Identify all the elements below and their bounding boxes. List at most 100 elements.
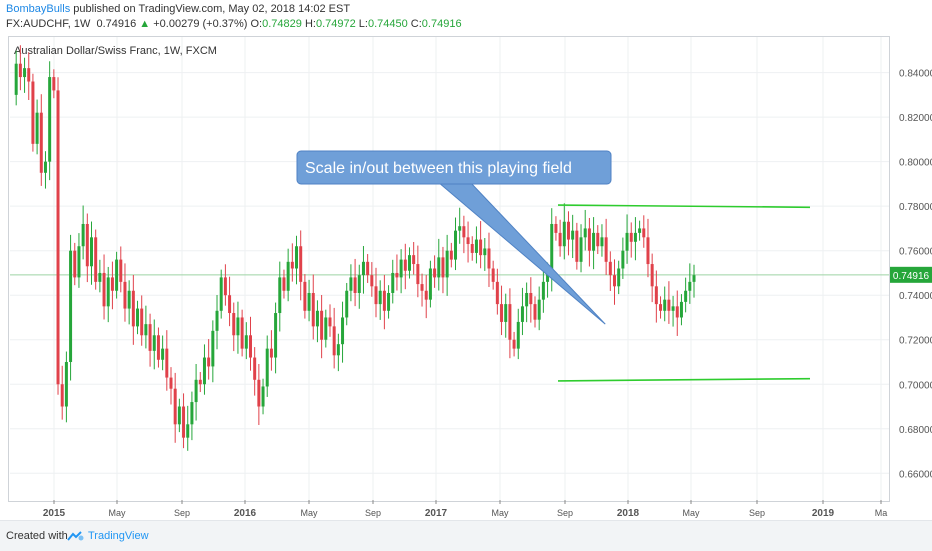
candle-body bbox=[633, 232, 637, 242]
candle-body bbox=[115, 259, 119, 291]
candle-body bbox=[35, 112, 39, 144]
candle-body bbox=[140, 308, 144, 336]
candle-body bbox=[659, 304, 663, 311]
candle-body bbox=[675, 306, 679, 318]
candle-body bbox=[102, 272, 106, 307]
candle-body bbox=[295, 246, 299, 269]
price-change: +0.00279 (+0.37%) bbox=[153, 18, 248, 30]
candle-body bbox=[23, 68, 27, 78]
candle-body bbox=[119, 259, 123, 282]
x-tick-label: 2019 bbox=[812, 508, 835, 519]
candle-body bbox=[169, 377, 173, 389]
candle-body bbox=[395, 272, 399, 278]
candle-body bbox=[123, 281, 127, 309]
candle-body bbox=[575, 230, 579, 262]
close-label: C: bbox=[410, 18, 422, 30]
candle-body bbox=[504, 304, 508, 322]
candle-body bbox=[558, 232, 562, 247]
candle-body bbox=[307, 292, 311, 311]
tradingview-logo-icon[interactable] bbox=[67, 530, 85, 542]
candle-body bbox=[382, 290, 386, 311]
candle-body bbox=[625, 232, 629, 251]
open-value: 0.74829 bbox=[262, 18, 302, 30]
candle-body bbox=[361, 261, 365, 276]
publish-info: BombayBulls published on TradingView.com… bbox=[6, 3, 350, 15]
candle-body bbox=[311, 292, 315, 327]
candle-body bbox=[131, 290, 135, 327]
x-tick-label: Sep bbox=[749, 508, 765, 518]
candle-body bbox=[587, 228, 591, 251]
high-value: 0.74972 bbox=[315, 18, 356, 30]
candle-body bbox=[136, 308, 140, 327]
candle-body bbox=[286, 261, 290, 291]
candle-body bbox=[638, 228, 642, 233]
candle-body bbox=[194, 379, 198, 403]
candle-body bbox=[328, 317, 332, 327]
x-tick-label: Sep bbox=[557, 508, 573, 518]
candle-body bbox=[646, 237, 650, 265]
candle-body bbox=[278, 277, 282, 314]
candle-body bbox=[462, 226, 466, 238]
publish-header: BombayBulls published on TradingView.com… bbox=[0, 0, 932, 36]
footer: Created with TradingView bbox=[0, 520, 932, 551]
author-link[interactable]: BombayBulls bbox=[6, 3, 71, 15]
candle-body bbox=[303, 281, 307, 311]
candle-body bbox=[244, 335, 248, 349]
x-tick-label: 2017 bbox=[425, 508, 448, 519]
candle-body bbox=[688, 281, 692, 291]
published-text: published on TradingView.com, May 02, 20… bbox=[73, 3, 351, 15]
candle-body bbox=[349, 277, 353, 291]
candle-body bbox=[667, 299, 671, 311]
y-tick-label: 0.70000 bbox=[899, 380, 932, 391]
candle-body bbox=[604, 237, 608, 262]
candle-body bbox=[650, 264, 654, 287]
candle-body bbox=[31, 81, 35, 144]
x-tick-label: 2016 bbox=[234, 508, 257, 519]
candle-body bbox=[374, 286, 378, 305]
y-tick-label: 0.82000 bbox=[899, 113, 932, 124]
y-tick-label: 0.74000 bbox=[899, 291, 932, 302]
candle-body bbox=[663, 299, 667, 311]
candle-body bbox=[483, 248, 487, 256]
candle-body bbox=[211, 330, 215, 367]
candle-body bbox=[94, 237, 98, 282]
candle-body bbox=[454, 230, 458, 260]
candle-body bbox=[554, 223, 558, 233]
candle-body bbox=[537, 299, 541, 320]
callout-box bbox=[296, 150, 612, 185]
candle-body bbox=[336, 344, 340, 356]
candle-body bbox=[156, 335, 160, 360]
open-label: O: bbox=[250, 18, 263, 30]
candle-body bbox=[177, 406, 181, 425]
candle-body bbox=[533, 304, 537, 320]
candle-body bbox=[357, 275, 361, 293]
x-tick-label: May bbox=[108, 508, 126, 518]
candle-body bbox=[654, 286, 658, 305]
chart-pane[interactable] bbox=[8, 36, 890, 502]
candle-body bbox=[52, 77, 56, 91]
candle-body bbox=[416, 264, 420, 285]
y-tick-label: 0.78000 bbox=[899, 202, 932, 213]
candle-body bbox=[546, 272, 550, 282]
x-tick-label: May bbox=[300, 508, 318, 518]
candle-body bbox=[671, 306, 675, 311]
candle-body bbox=[219, 277, 223, 311]
candle-body bbox=[341, 317, 345, 345]
candle-body bbox=[403, 259, 407, 271]
x-tick-label: Sep bbox=[365, 508, 381, 518]
candle-body bbox=[165, 348, 169, 378]
candle-body bbox=[236, 317, 240, 336]
price-chart[interactable]: 0.84000 0.82000 0.80000 0.78000 0.76000 0.740… bbox=[0, 0, 932, 520]
tradingview-link[interactable]: TradingView bbox=[88, 530, 149, 542]
candle-body bbox=[433, 268, 437, 278]
range-line bbox=[557, 204, 811, 209]
candle-body bbox=[679, 301, 683, 318]
candle-body bbox=[202, 357, 206, 385]
candle-body bbox=[320, 310, 324, 340]
candle-body bbox=[474, 239, 478, 253]
candle-body bbox=[458, 226, 462, 231]
created-with-text: Created with bbox=[6, 530, 68, 542]
candle-body bbox=[43, 161, 47, 173]
candle-body bbox=[144, 324, 148, 336]
candle-body bbox=[466, 237, 470, 245]
